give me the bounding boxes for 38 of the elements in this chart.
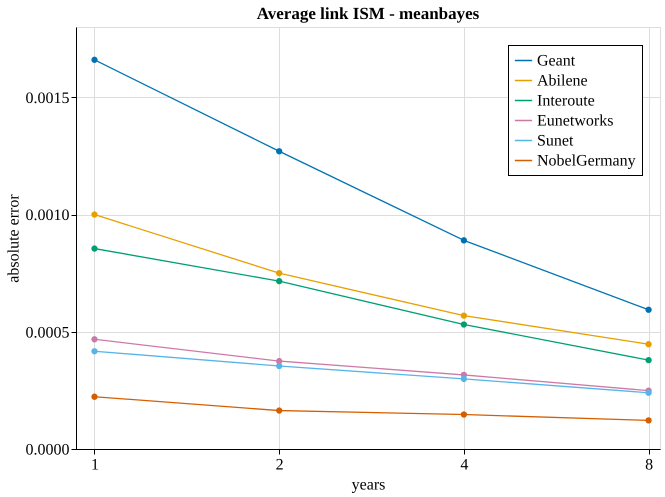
x-tick-label: 2 [276, 456, 284, 474]
legend-label: NobelGermany [537, 152, 636, 170]
point [460, 312, 468, 319]
y-tick-label: 0.0000 [26, 442, 70, 458]
point [91, 394, 98, 400]
point [460, 237, 468, 244]
point [645, 341, 652, 348]
point [460, 411, 468, 418]
y-tick-label: 0.0005 [26, 324, 70, 342]
point [91, 245, 98, 252]
point [276, 148, 282, 154]
x-tick-label: 8 [645, 456, 654, 474]
legend-label: Abilene [537, 72, 588, 90]
point [276, 270, 282, 276]
point [91, 336, 98, 342]
y-tick-label: 0.0010 [26, 207, 70, 224]
legend-label: Eunetworks [537, 112, 614, 130]
point [460, 321, 468, 328]
legend-label: Sunet [537, 132, 574, 150]
point [276, 407, 282, 414]
x-tick-label: 4 [460, 456, 468, 474]
point [276, 278, 282, 284]
chart-title: Average link ISM - meanbayes [256, 4, 480, 23]
y-tick-label: 0.0015 [26, 90, 70, 107]
point [91, 211, 98, 218]
point [645, 390, 652, 396]
x-axis-title: years [352, 476, 386, 494]
legend-label: Interoute [537, 92, 595, 110]
point [645, 306, 652, 313]
legend-label: Geant [537, 52, 576, 70]
point [91, 348, 98, 354]
point [91, 56, 98, 63]
x-tick-label: 1 [90, 456, 99, 474]
point [460, 376, 468, 382]
point [276, 362, 282, 370]
point [645, 417, 652, 424]
point [645, 356, 652, 364]
y-axis-title: absolute error [6, 194, 22, 283]
